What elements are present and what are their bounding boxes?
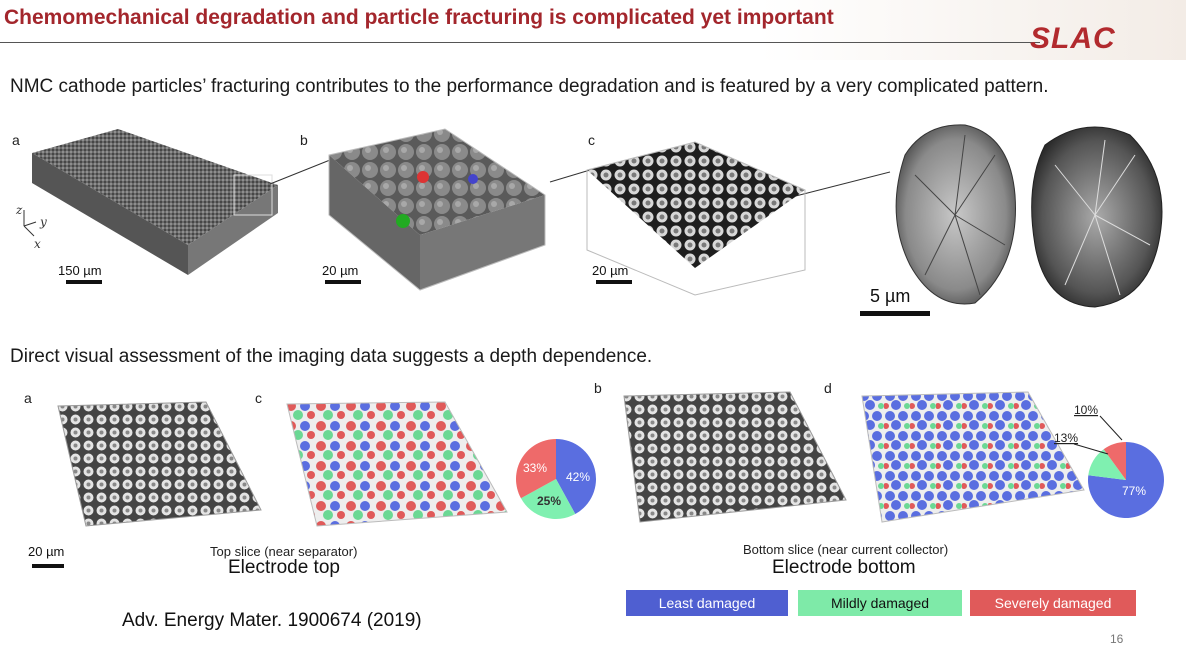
scale-bar-a [66,280,102,284]
scale-bar-b [325,280,361,284]
zoom-connector-lines [269,159,891,201]
depth-dependence-text: Direct visual assessment of the imaging … [10,346,653,367]
bottom-scale-label: 20 µm [28,544,65,559]
bottom-letter-d: d [824,380,832,396]
bottom-scale-bar [32,564,64,568]
fractured-particle-images [895,124,1163,308]
intro-text: NMC cathode particles’ fracturing contri… [10,76,1049,97]
legend-mildly-damaged: Mildly damaged [798,590,962,616]
scale-label-d: 5 µm [870,286,911,306]
slac-logo: SLAC [1030,22,1116,55]
panel-letter-b: b [300,132,308,148]
pie-chart-bottom: 10% 13% 77% [1054,403,1164,518]
cross-section-volume-image [586,141,806,296]
panel-letter-c: c [588,132,595,148]
header-background [760,0,1186,60]
top-slice-damage-map [286,401,508,527]
citation: Adv. Energy Mater. 1900674 (2019) [122,610,422,631]
pie-chart-top: 42% 25% 33% [516,439,596,519]
pie-top-mild-label: 25% [537,494,561,508]
scale-label-c: 20 µm [592,263,629,278]
page-number: 16 [1110,632,1124,646]
pie-slice-least-damaged [556,439,596,515]
pie-top-severe-label: 33% [523,461,547,475]
pie-slice-mildly-damaged [1088,449,1126,480]
scale-bar-c [596,280,632,284]
bottom-slice-caption: Bottom slice (near current collector) [743,542,949,557]
bottom-slice-grayscale-image [623,391,847,523]
scale-label-a: 150 µm [58,263,102,278]
title-divider [0,42,1040,43]
slide-title: Chemomechanical degradation and particle… [4,6,834,29]
panel-letter-a: a [12,132,20,148]
electrode-overview-image [32,129,278,275]
legend-least-damaged: Least damaged [626,590,788,616]
electrode-bottom-caption: Electrode bottom [772,557,916,578]
top-slice-caption: Top slice (near separator) [210,544,358,559]
bottom-slice-damage-map [861,391,1085,523]
pie-bottom-least-label: 77% [1122,484,1146,498]
pie-slice-severely-damaged [1103,442,1126,480]
pie-bottom-mild-label: 13% [1054,431,1078,445]
scale-label-b: 20 µm [322,263,359,278]
axis-z-label: z [15,203,23,217]
axis-y-label: y [39,215,47,229]
scale-bar-d [860,311,930,316]
bottom-letter-a: a [24,390,32,406]
pie-slice-severely-damaged [516,439,556,499]
legend-severely-damaged: Severely damaged [970,590,1136,616]
axes-icon: z y x [15,203,47,251]
pie-top-least-label: 42% [566,470,590,484]
particle-volume-image [328,128,546,291]
pie-bottom-severe-label: 10% [1074,403,1098,417]
electrode-top-caption: Electrode top [228,557,340,578]
bottom-letter-c: c [255,390,262,406]
pie-slice-mildly-damaged [520,479,576,519]
axis-x-label: x [34,237,41,251]
top-slice-grayscale-image [57,401,262,527]
bottom-letter-b: b [594,380,602,396]
